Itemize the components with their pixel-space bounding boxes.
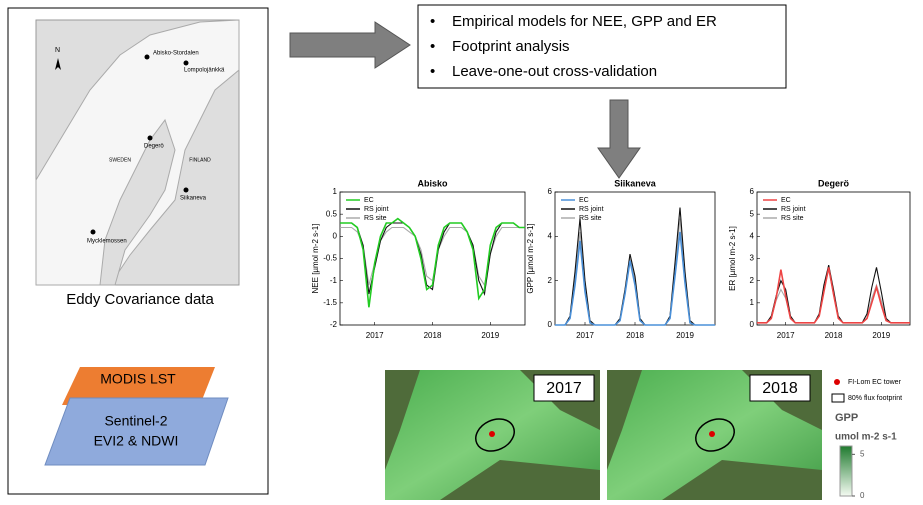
input-label: EVI2 & NDWI — [94, 433, 179, 449]
method: Leave-one-out cross-validation — [452, 63, 657, 80]
y-tick-label: 0.5 — [326, 209, 338, 218]
legend-label: RS site — [579, 215, 602, 222]
chart-title: Siikaneva — [614, 178, 657, 188]
map-land — [99, 118, 176, 286]
y-tick-label: 4 — [548, 231, 553, 240]
site-label: Mycklemossen — [87, 239, 127, 245]
legend-label: FI-Lom EC tower — [848, 379, 902, 386]
map-sea — [35, 19, 240, 286]
chart-title: Degerö — [818, 178, 850, 188]
method: Empirical models for NEE, GPP and ER — [452, 13, 717, 30]
year-label: 2018 — [762, 380, 798, 397]
y-axis-label: NEE [µmol m-2 s-1] — [311, 224, 320, 294]
arrow — [289, 21, 411, 69]
site-dot — [90, 229, 96, 235]
y-tick-label: 0 — [333, 231, 338, 240]
input-box — [62, 367, 215, 405]
method: Footprint analysis — [452, 38, 570, 55]
legend-label: RS joint — [579, 206, 604, 213]
legend-label: 80% flux footprint — [848, 395, 902, 402]
colorbar — [839, 445, 853, 497]
footprint — [695, 418, 735, 452]
x-tick-label: 2018 — [424, 331, 442, 340]
north: N — [55, 47, 60, 54]
y-tick-label: 2 — [750, 276, 755, 285]
legend-footprint — [831, 393, 845, 403]
plot-area — [756, 191, 911, 326]
y-tick-label: 1 — [750, 298, 755, 307]
y-tick-label: 0 — [548, 320, 553, 329]
input-label: MODIS LST — [100, 371, 176, 387]
site-dot — [183, 187, 189, 193]
y-tick-label: 6 — [750, 187, 755, 196]
y-tick-label: -1.5 — [323, 298, 337, 307]
footprint — [475, 418, 515, 452]
north-arrow — [55, 58, 61, 70]
y-tick-label: 3 — [750, 254, 755, 263]
colorbar-tick-label: 5 — [860, 449, 865, 458]
bullet: • — [430, 63, 435, 80]
site-dot — [147, 135, 153, 141]
legend-label: RS joint — [781, 206, 806, 213]
forest — [385, 370, 600, 500]
year-label: 2017 — [546, 380, 582, 397]
site-label: Lompolojänkkä — [184, 68, 225, 74]
tower — [489, 431, 495, 437]
y-tick-label: 2 — [548, 276, 553, 285]
y-tick-label: -1 — [330, 276, 338, 285]
series-line — [555, 231, 715, 326]
country-label: SWEDEN — [109, 157, 131, 163]
y-tick-label: 6 — [548, 187, 553, 196]
colorbar-unit: umol m-2 s-1 — [835, 432, 897, 443]
y-tick-label: 0 — [750, 320, 755, 329]
legend-label: RS site — [364, 215, 387, 222]
legend-label: EC — [579, 197, 589, 204]
site-label: Degerö — [144, 144, 164, 150]
site-label: Siikaneva — [180, 196, 207, 202]
country-label: FINLAND — [189, 157, 211, 163]
site-dot — [144, 54, 150, 60]
arrow — [597, 99, 641, 179]
site-label: Abisko-Stordalen — [153, 51, 199, 57]
bullet: • — [430, 13, 435, 30]
caption: Eddy Covariance data — [66, 291, 214, 308]
bullet: • — [430, 38, 435, 55]
plot-area — [339, 191, 526, 326]
series-line — [757, 267, 910, 324]
year-box — [533, 374, 595, 402]
y-tick-label: -2 — [330, 320, 338, 329]
y-tick-label: -0.5 — [323, 254, 337, 263]
x-tick-label: 2019 — [481, 331, 499, 340]
y-axis-label: ER [µmol m-2 s-1] — [728, 226, 737, 291]
methods-box — [417, 4, 787, 89]
x-tick-label: 2017 — [777, 331, 795, 340]
y-axis-label: GPP [µmol m-2 s-1] — [526, 223, 535, 293]
chart-title: Abisko — [417, 178, 448, 188]
legend-label: RS site — [781, 215, 804, 222]
site-dot — [183, 60, 189, 66]
legend-label: EC — [781, 197, 791, 204]
tower — [709, 431, 715, 437]
colorbar-title: GPP — [835, 412, 858, 424]
x-tick-label: 2017 — [576, 331, 594, 340]
input-label: Sentinel-2 — [104, 413, 167, 429]
y-tick-label: 1 — [333, 187, 338, 196]
legend-label: RS joint — [364, 206, 389, 213]
y-tick-label: 4 — [750, 231, 755, 240]
x-tick-label: 2017 — [366, 331, 384, 340]
input-box — [44, 397, 229, 466]
x-tick-label: 2018 — [626, 331, 644, 340]
series-line — [340, 222, 525, 297]
x-tick-label: 2018 — [825, 331, 843, 340]
y-tick-label: 5 — [750, 209, 755, 218]
x-tick-label: 2019 — [676, 331, 694, 340]
legend-tower — [834, 379, 840, 385]
series-line — [340, 217, 525, 308]
colorbar-tick-label: 0 — [860, 491, 865, 500]
forest — [607, 370, 822, 500]
x-tick-label: 2019 — [872, 331, 890, 340]
year-box — [749, 374, 811, 402]
legend-label: EC — [364, 197, 374, 204]
